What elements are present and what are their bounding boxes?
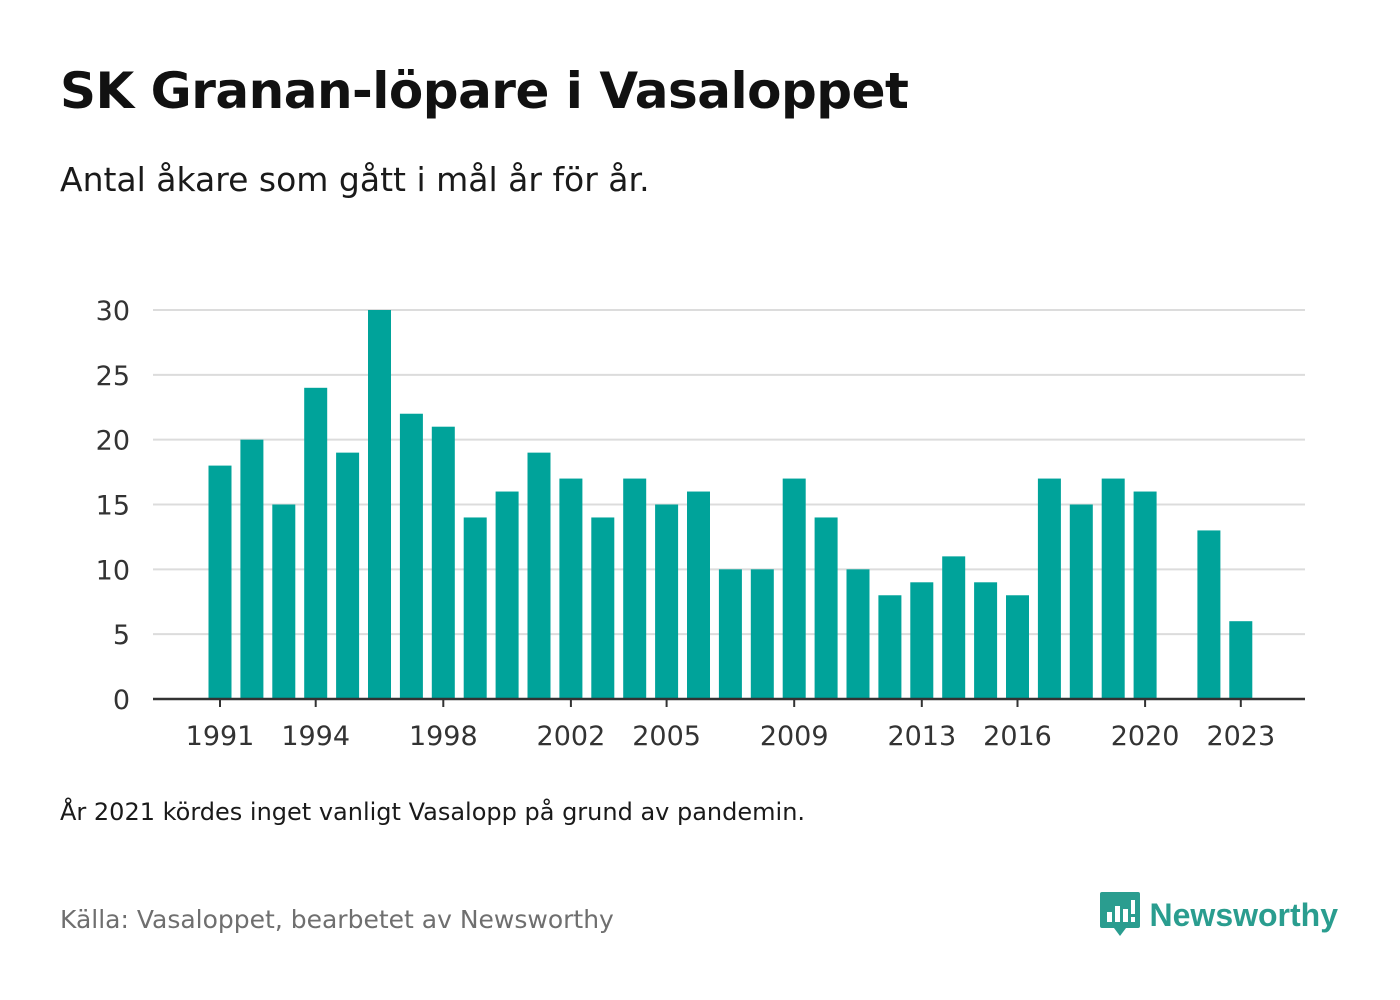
newsworthy-logo-icon [1099, 892, 1140, 936]
bar-1997 [399, 413, 423, 699]
brand-name: Newsworthy [1149, 896, 1338, 933]
chart-subtitle: Antal åkare som gått i mål år för år. [60, 160, 650, 199]
bar-2003 [591, 517, 615, 699]
x-axis-ticks: 1991 1994 1998 2002 2005 2009 2013 2016 2020 2023 [186, 699, 1275, 752]
y-tick-label: 20 [96, 426, 130, 457]
y-tick-label: 0 [113, 685, 130, 716]
bar-1995 [336, 452, 360, 699]
y-tick-label: 10 [96, 555, 130, 586]
x-tick-label: 1991 [186, 721, 255, 752]
x-tick-label: 2002 [537, 721, 606, 752]
bar-2000 [495, 491, 519, 699]
bar-1991 [208, 465, 232, 699]
bar-2023 [1229, 621, 1253, 699]
bar-2008 [750, 569, 774, 699]
bar-2013 [910, 582, 934, 699]
x-tick-label: 2020 [1111, 721, 1180, 752]
chart-title: SK Granan-löpare i Vasaloppet [60, 62, 909, 120]
bar-2001 [527, 452, 551, 699]
bar-1996 [368, 310, 391, 699]
bar-2007 [718, 569, 742, 699]
chart-note: År 2021 kördes inget vanligt Vasalopp på… [60, 798, 806, 826]
bar-2006 [687, 491, 710, 699]
bars [208, 310, 1253, 699]
bar-2002 [559, 478, 583, 699]
y-tick-label: 25 [96, 361, 130, 392]
y-tick-label: 30 [96, 296, 130, 327]
bar-2022 [1197, 530, 1221, 699]
x-tick-label: 2013 [887, 721, 956, 752]
brand-logo[interactable]: Newsworthy [1098, 890, 1338, 940]
bar-1998 [431, 426, 455, 699]
y-axis-ticks: 0 5 10 15 20 25 30 [96, 296, 130, 716]
bar-2016 [1006, 595, 1029, 699]
bar-1992 [240, 439, 264, 699]
x-tick-label: 1994 [281, 721, 350, 752]
bar-2018 [1069, 504, 1093, 699]
x-tick-label: 2016 [983, 721, 1052, 752]
x-tick-label: 2005 [632, 721, 701, 752]
bar-2004 [623, 478, 647, 699]
bar-1999 [463, 517, 487, 699]
bar-2010 [814, 517, 838, 699]
y-tick-label: 5 [113, 620, 130, 651]
bar-2012 [878, 595, 902, 699]
y-tick-label: 15 [96, 491, 130, 522]
x-tick-label: 2009 [760, 721, 829, 752]
x-tick-label: 2023 [1206, 721, 1275, 752]
bar-1994 [304, 387, 328, 699]
bar-2009 [782, 478, 806, 699]
x-tick-label: 1998 [409, 721, 478, 752]
source-text: Källa: Vasaloppet, bearbetet av Newswort… [60, 905, 614, 934]
bar-2017 [1037, 478, 1061, 699]
bar-2020 [1133, 491, 1157, 699]
bar-1993 [272, 504, 296, 699]
bar-chart: 0 5 10 15 20 25 30 1991 1994 1998 2002 2005 2009 201… [96, 296, 1305, 752]
bar-2015 [974, 582, 998, 699]
bar-2011 [846, 569, 870, 699]
bar-2005 [655, 504, 679, 699]
bar-2019 [1101, 478, 1125, 699]
bar-2014 [942, 556, 966, 699]
